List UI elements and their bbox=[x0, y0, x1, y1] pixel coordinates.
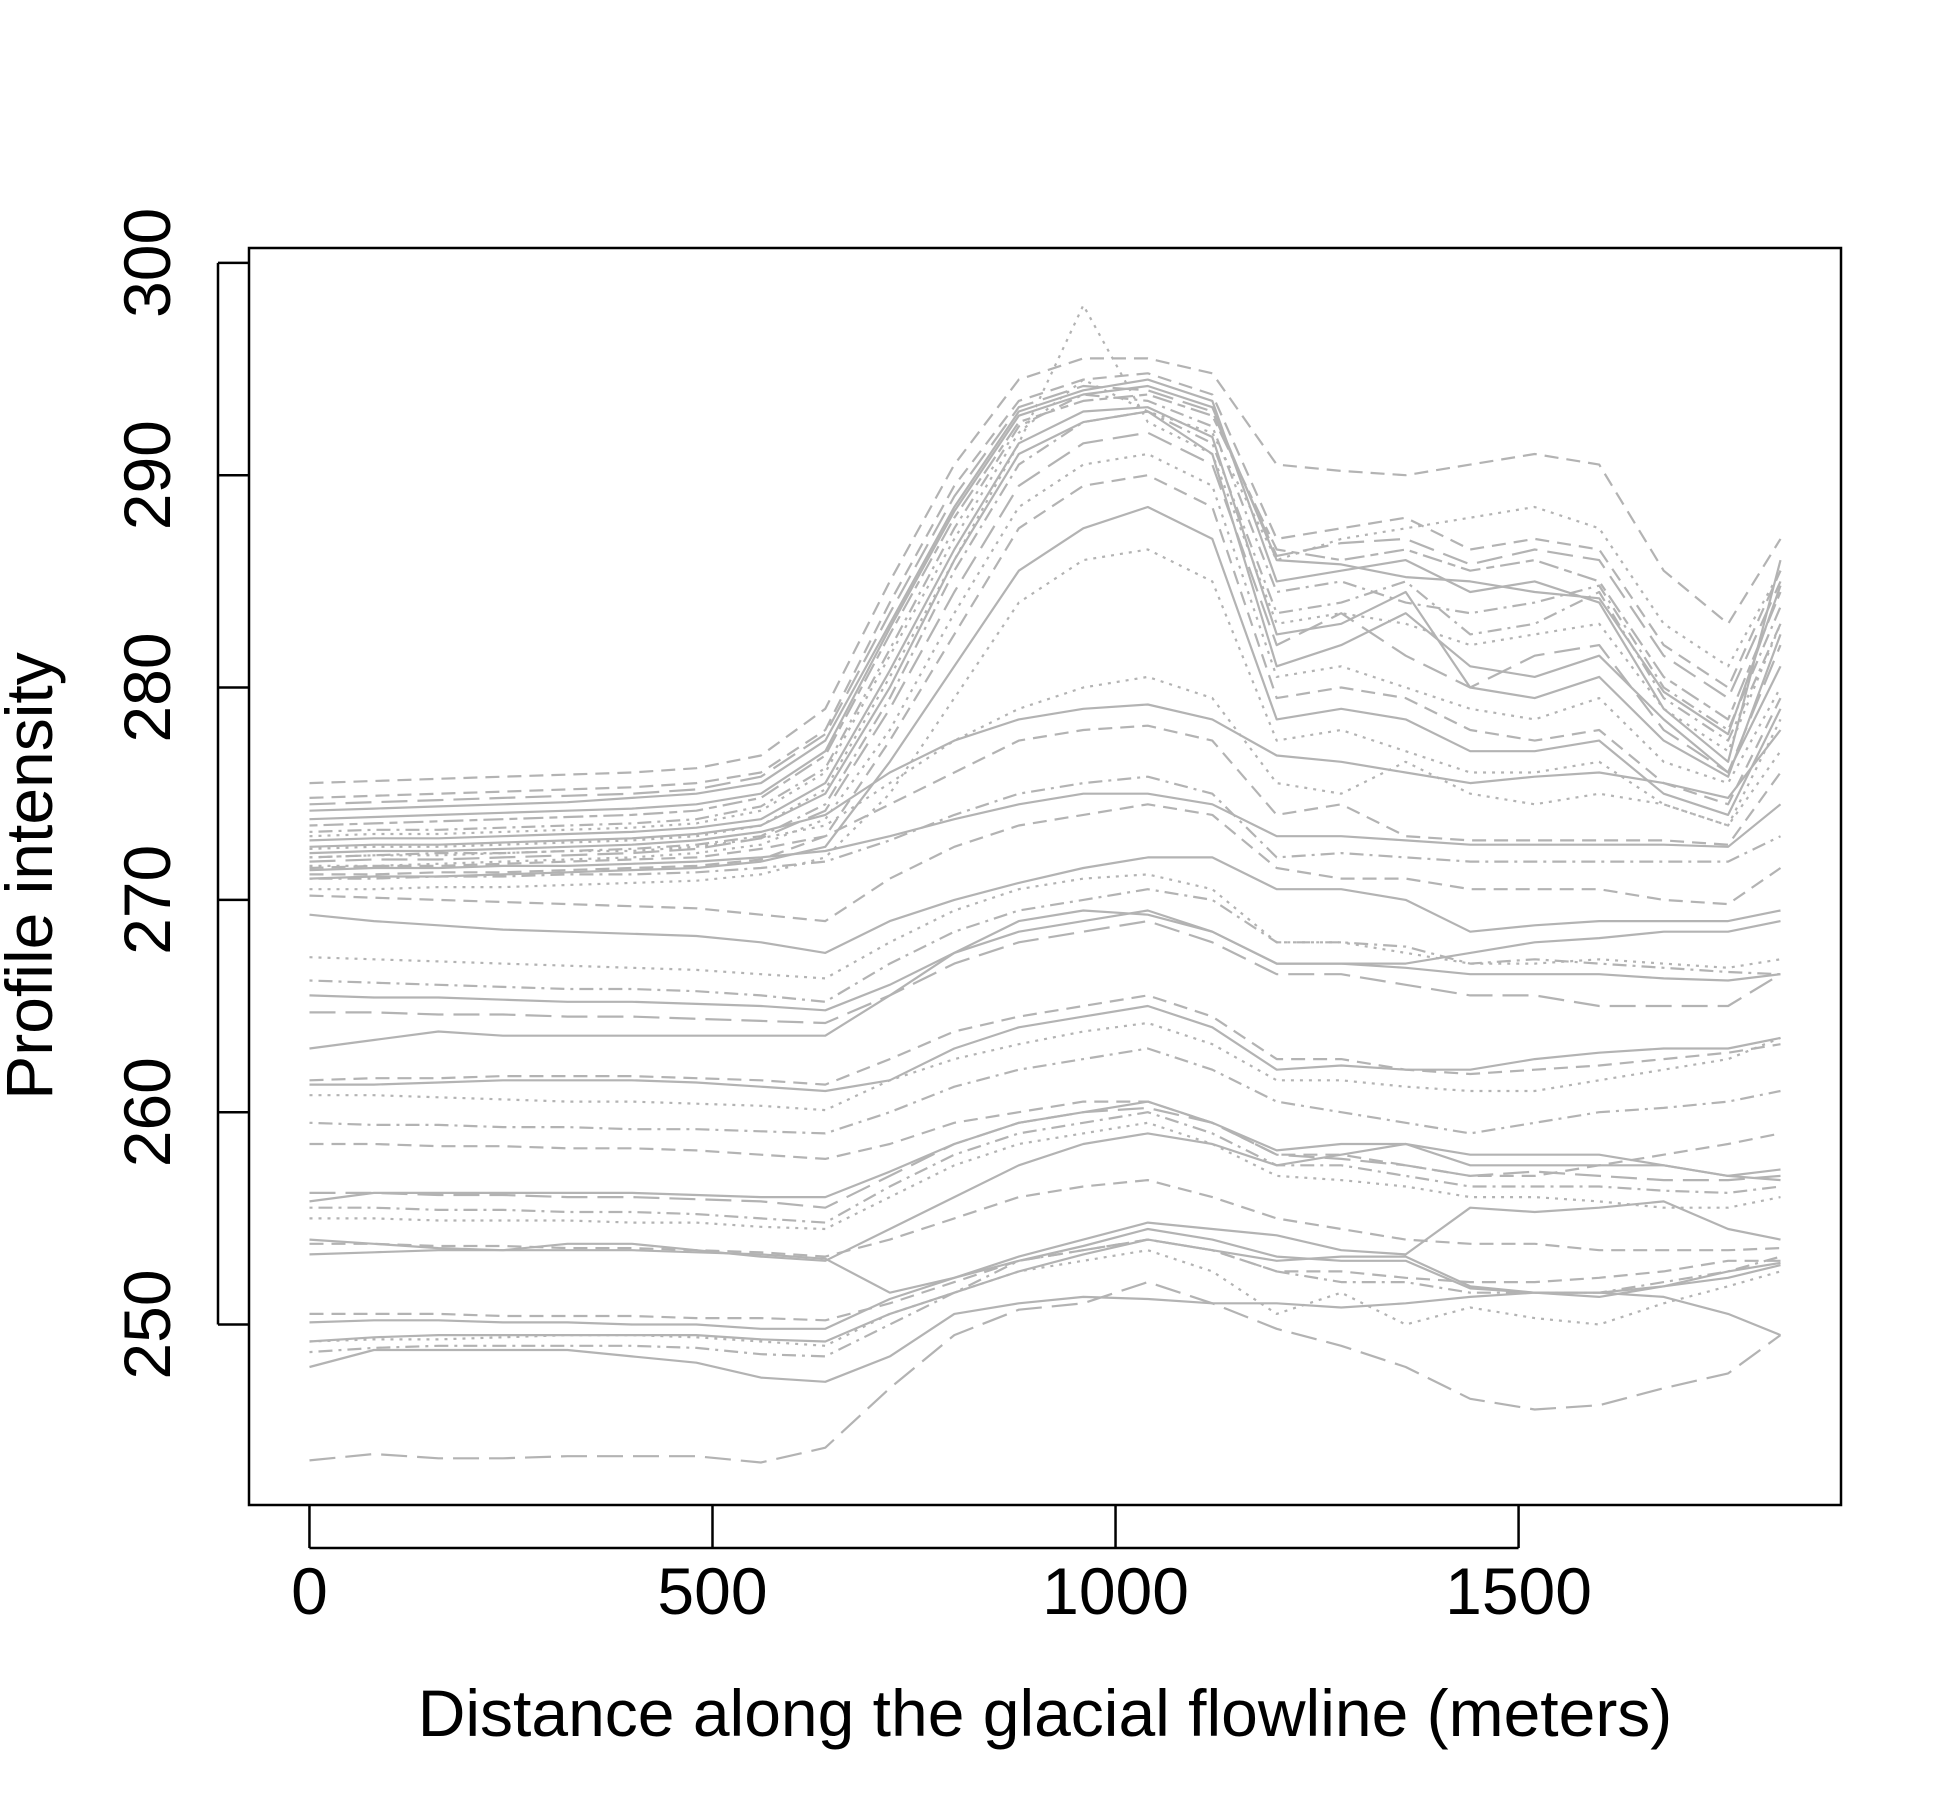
series-line-28 bbox=[309, 1004, 1781, 1093]
series-line-18 bbox=[309, 856, 1781, 955]
series-line-38 bbox=[309, 1227, 1781, 1330]
series-line-32 bbox=[309, 1121, 1781, 1231]
x-tick-label: 500 bbox=[657, 1554, 767, 1628]
series-line-31 bbox=[309, 1100, 1781, 1203]
series-line-20 bbox=[309, 873, 1781, 980]
x-axis: 0 500 1000 1500 bbox=[291, 1505, 1592, 1628]
y-axis-title: Profile intensity bbox=[0, 652, 66, 1100]
series-line-14 bbox=[309, 724, 1782, 870]
series-line-17 bbox=[309, 775, 1781, 880]
series-line-41 bbox=[309, 1238, 1781, 1358]
series-line-34 bbox=[309, 1132, 1781, 1262]
series-line-36 bbox=[309, 1200, 1781, 1294]
series-line-45 bbox=[309, 474, 1782, 876]
series-line-25 bbox=[309, 994, 1781, 1086]
series-line-27 bbox=[309, 1047, 1781, 1135]
series-line-4 bbox=[309, 410, 1782, 859]
series-line-8 bbox=[309, 372, 1782, 799]
series-line-7 bbox=[309, 410, 1782, 848]
y-axis: 250 260 270 280 290 300 bbox=[110, 208, 249, 1380]
series-line-29 bbox=[309, 1100, 1781, 1178]
series-layer bbox=[309, 304, 1782, 1464]
x-tick-label: 1500 bbox=[1445, 1554, 1592, 1628]
series-line-5 bbox=[309, 431, 1782, 863]
series-line-37 bbox=[309, 1238, 1781, 1322]
series-line-24 bbox=[309, 919, 1782, 1025]
series-line-46 bbox=[309, 384, 1782, 821]
series-line-2 bbox=[309, 357, 1782, 785]
series-line-44 bbox=[309, 304, 1782, 850]
series-line-6 bbox=[309, 393, 1782, 827]
series-line-13 bbox=[309, 703, 1782, 855]
y-tick-label: 290 bbox=[110, 420, 184, 530]
series-line-19 bbox=[309, 803, 1782, 923]
series-line-21 bbox=[309, 888, 1781, 1003]
series-line-33 bbox=[309, 1111, 1781, 1224]
series-line-9 bbox=[309, 452, 1782, 868]
series-line-35 bbox=[309, 1178, 1781, 1258]
series-line-12 bbox=[309, 384, 1782, 806]
series-line-22 bbox=[309, 909, 1781, 1012]
series-line-10 bbox=[309, 393, 1782, 833]
y-tick-label: 260 bbox=[110, 1057, 184, 1167]
y-tick-label: 280 bbox=[110, 632, 184, 742]
y-tick-label: 300 bbox=[110, 208, 184, 318]
series-line-15 bbox=[309, 792, 1782, 872]
y-tick-label: 270 bbox=[110, 845, 184, 955]
y-tick-label: 250 bbox=[110, 1269, 184, 1379]
series-line-11 bbox=[309, 406, 1782, 842]
plot-frame bbox=[247, 246, 1843, 1507]
series-line-43 bbox=[309, 1280, 1782, 1464]
series-line-1 bbox=[309, 378, 1782, 812]
x-axis-title: Distance along the glacial flowline (met… bbox=[418, 1676, 1673, 1750]
x-tick-label: 0 bbox=[291, 1554, 328, 1628]
series-line-47 bbox=[309, 548, 1782, 891]
series-line-48 bbox=[309, 505, 1782, 880]
series-line-39 bbox=[309, 1249, 1781, 1347]
x-tick-label: 1000 bbox=[1042, 1554, 1189, 1628]
series-line-23 bbox=[309, 909, 1781, 1050]
series-line-42 bbox=[309, 1264, 1781, 1383]
series-line-16 bbox=[309, 675, 1782, 859]
